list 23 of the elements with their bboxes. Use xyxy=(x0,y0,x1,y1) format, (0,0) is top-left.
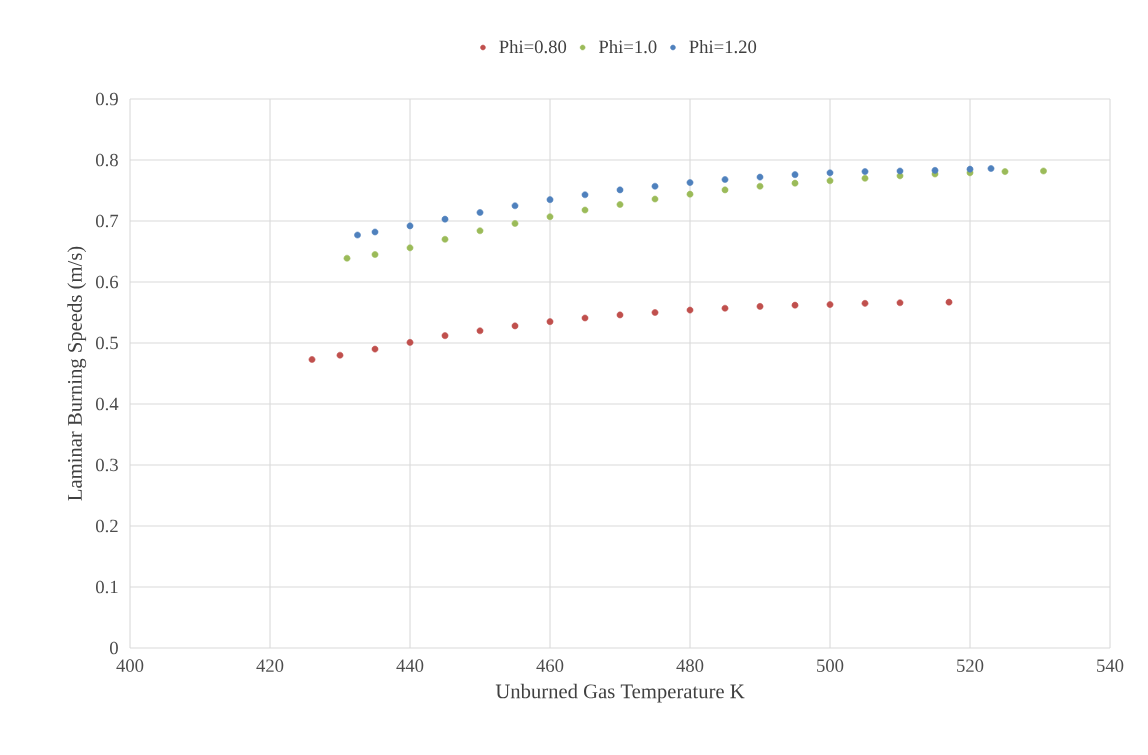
y-tick-label: 0.3 xyxy=(96,458,118,472)
x-tick-label: 420 xyxy=(256,659,284,672)
y-tick-label: 0.5 xyxy=(96,336,118,350)
legend-label: Phi=1.0 xyxy=(598,40,657,54)
x-tick-label: 480 xyxy=(676,659,704,672)
y-tick-label: 0.2 xyxy=(96,519,118,533)
x-axis-title: Unburned Gas Temperature K xyxy=(495,683,745,703)
x-tick-label: 520 xyxy=(957,659,984,672)
y-tick-label: 0 xyxy=(110,641,118,655)
x-tick-label: 400 xyxy=(116,659,144,672)
x-tick-label: 540 xyxy=(1097,659,1124,672)
y-tick-label: 0.7 xyxy=(96,214,119,228)
legend-label: Phi=0.80 xyxy=(499,40,567,54)
x-tick-label: 500 xyxy=(817,659,844,672)
y-tick-label: 0.4 xyxy=(96,397,119,411)
legend-label: Phi=1.20 xyxy=(689,40,757,54)
y-tick-label: 0.9 xyxy=(96,92,118,106)
x-tick-label: 440 xyxy=(396,659,424,672)
y-tick-label: 0.8 xyxy=(96,153,118,167)
y-axis-title: Laminar Burning Speeds (m/s) xyxy=(67,246,87,501)
y-tick-label: 0.6 xyxy=(96,275,119,289)
y-tick-label: 0.1 xyxy=(96,580,118,594)
x-tick-label: 460 xyxy=(536,659,564,672)
